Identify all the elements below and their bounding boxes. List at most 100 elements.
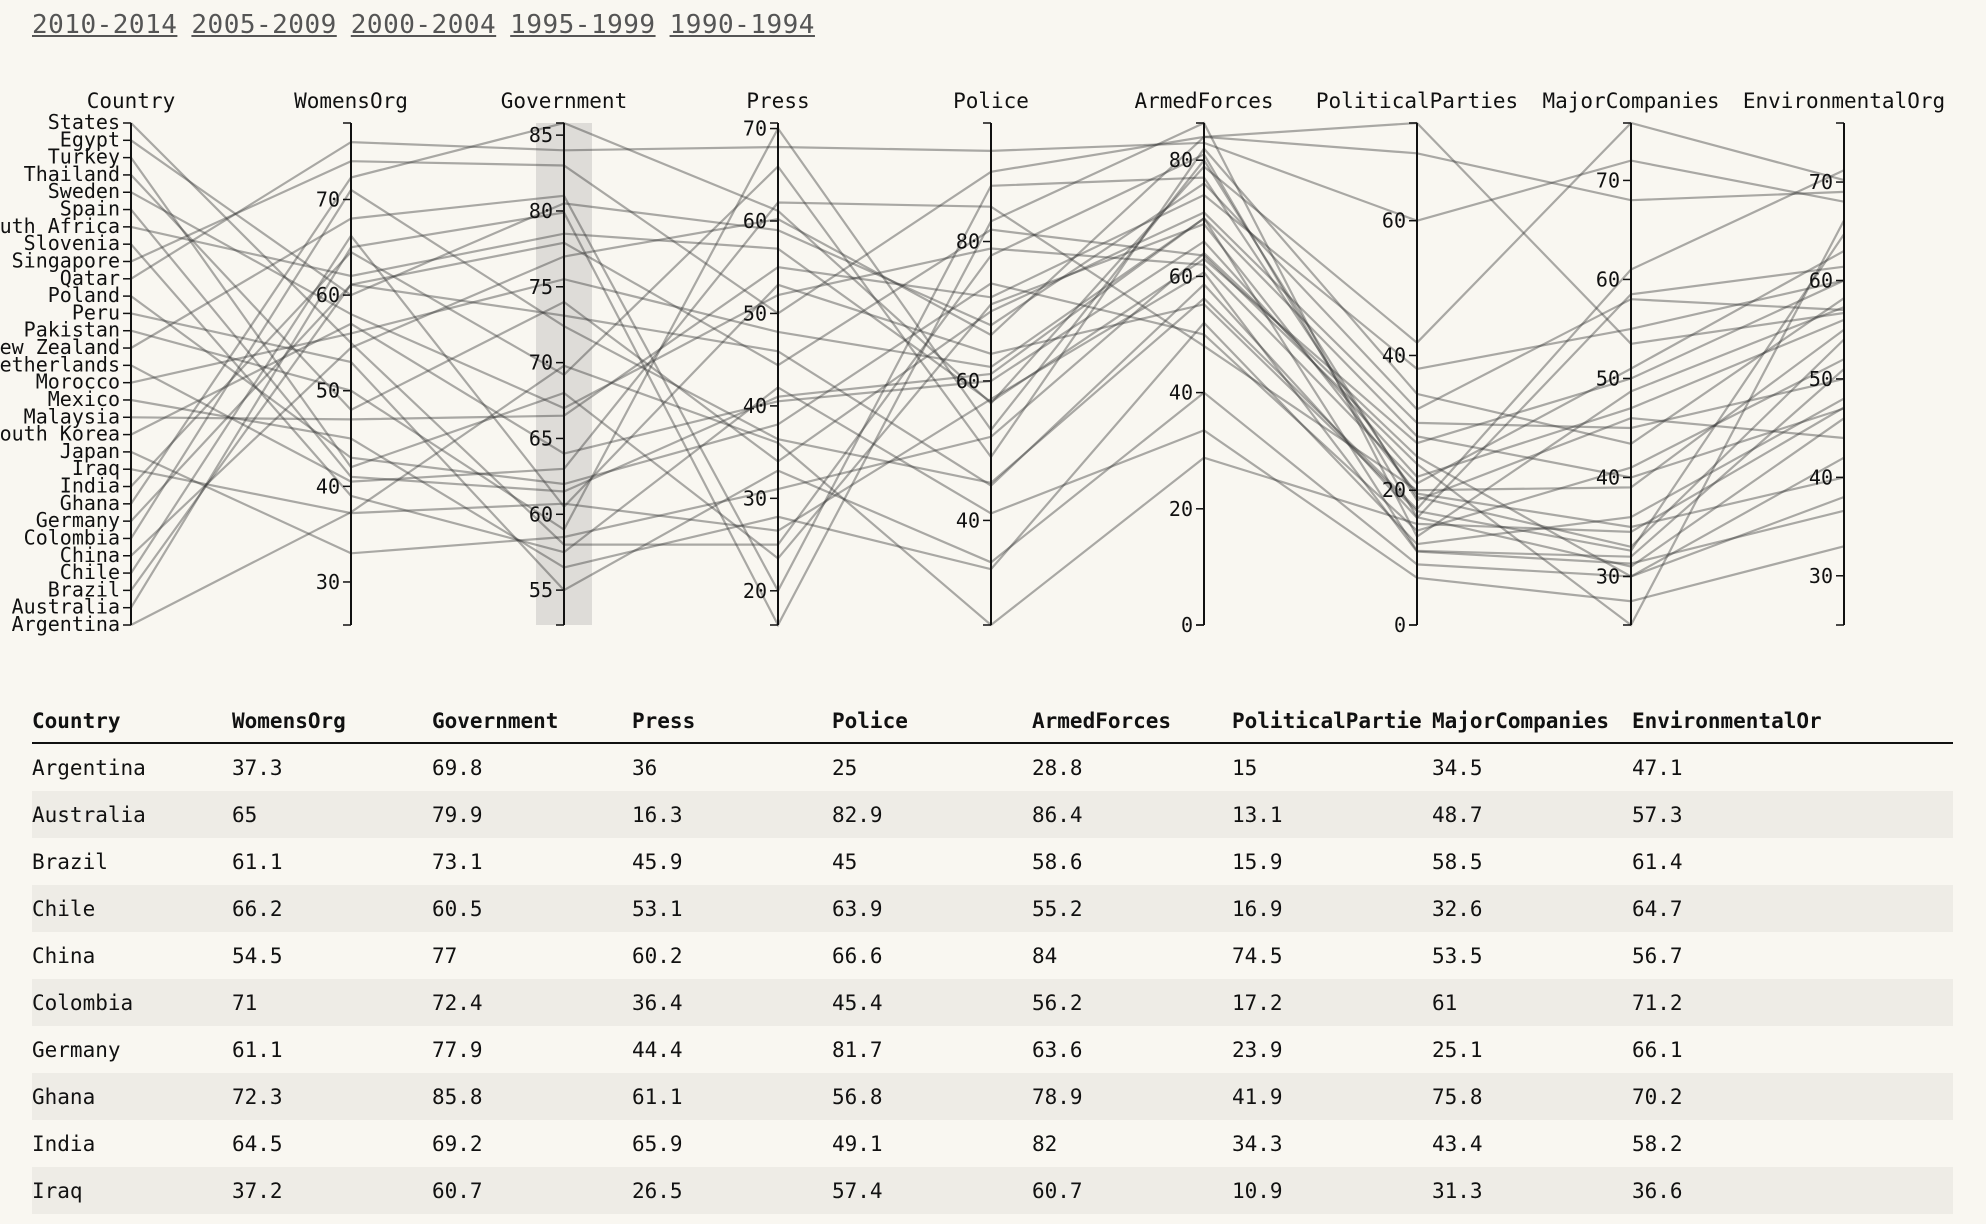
country-tick-label: India xyxy=(60,474,120,498)
table-cell: 16.3 xyxy=(632,791,832,838)
axis-government: Government 55 60 65 70 75 80 85 xyxy=(501,89,627,626)
column-header-police[interactable]: Police xyxy=(832,700,1032,744)
table-cell: 36.6 xyxy=(1632,1167,1953,1214)
tick-label: 50 xyxy=(743,301,767,325)
column-header-government[interactable]: Government xyxy=(432,700,632,744)
axis-title-majorcompanies[interactable]: MajorCompanies xyxy=(1542,89,1719,113)
axis-title-womensorg[interactable]: WomensOrg xyxy=(294,89,408,113)
table-row[interactable]: China 54.5 77 60.2 66.6 84 74.5 53.5 56.7 xyxy=(32,932,1953,979)
tick-label: 40 xyxy=(316,474,340,498)
table-cell: 74.5 xyxy=(1232,943,1283,968)
axis-title-police[interactable]: Police xyxy=(953,89,1029,113)
table-row[interactable]: Australia 65 79.9 16.3 82.9 86.4 13.1 48.7 57.3 xyxy=(32,791,1953,838)
axis-title-armedforces[interactable]: ArmedForces xyxy=(1134,89,1273,113)
tick-label: 50 xyxy=(1596,366,1620,390)
table-cell: 81.7 xyxy=(832,1037,883,1062)
country-line-argentina xyxy=(130,364,1845,627)
tick-label: 40 xyxy=(1382,343,1406,367)
tick-label: 80 xyxy=(1169,148,1193,172)
axis-title-country[interactable]: Country xyxy=(87,89,176,113)
table-cell: 82.9 xyxy=(832,791,1032,838)
column-header-country[interactable]: Country xyxy=(32,700,232,744)
country-tick-label: Ghana xyxy=(60,491,120,515)
period-link-2000-2004[interactable]: 2000-2004 xyxy=(350,10,497,40)
table-cell: 61.1 xyxy=(232,849,283,874)
tick-label: 30 xyxy=(316,570,340,594)
country-line-egypt xyxy=(130,139,1845,411)
tick-label: 70 xyxy=(1809,170,1833,194)
country-tick-label: Pakistan xyxy=(24,318,120,342)
table-row[interactable]: Ghana 72.3 85.8 61.1 56.8 78.9 41.9 75.8 70.2 xyxy=(32,1073,1953,1120)
axis-title-government[interactable]: Government xyxy=(501,89,627,113)
axis-country: CountryStatesEgyptTurkeyThailandSwedenSp… xyxy=(0,89,175,636)
country-tick-label: Turkey xyxy=(48,145,120,169)
table-cell: 41.9 xyxy=(1232,1073,1432,1120)
table-cell: 56.2 xyxy=(1032,979,1232,1026)
table-cell: Colombia xyxy=(32,979,232,1026)
table-cell: 66.2 xyxy=(232,885,432,932)
country-line-mexico xyxy=(130,321,1845,571)
country-tick-label: Iraq xyxy=(72,456,120,480)
table-cell: 66.1 xyxy=(1632,1037,1683,1062)
tick-label: 40 xyxy=(956,508,980,532)
tick-label: 65 xyxy=(529,426,553,450)
table-cell: 61 xyxy=(1432,979,1632,1026)
axis-title-environmentalorg[interactable]: EnvironmentalOrg xyxy=(1743,89,1945,113)
axis-politicalparties: PoliticalParties 0 20 40 60 xyxy=(1316,89,1518,637)
period-link-1995-1999[interactable]: 1995-1999 xyxy=(510,10,656,40)
table-cell: 69.2 xyxy=(432,1131,483,1156)
table-row[interactable]: Iraq 37.2 60.7 26.5 57.4 60.7 10.9 31.3 36.6 xyxy=(32,1167,1953,1214)
country-tick-label: Netherlands xyxy=(0,352,120,376)
table-cell: 73.1 xyxy=(432,849,483,874)
table-row[interactable]: Argentina 37.3 69.8 36 25 28.8 15 34.5 47.1 xyxy=(32,743,1953,791)
period-link-1990-1994[interactable]: 1990-1994 xyxy=(669,10,815,40)
table-cell: 53.1 xyxy=(632,885,832,932)
table-cell: 55.2 xyxy=(1032,885,1232,932)
tick-label: 40 xyxy=(743,394,767,418)
tick-label: 60 xyxy=(529,502,553,526)
country-tick-label: South Africa xyxy=(0,214,120,238)
tick-label: 85 xyxy=(529,123,553,147)
table-cell: 17.2 xyxy=(1232,979,1432,1026)
table-cell: 84 xyxy=(1032,943,1058,968)
table-cell: 25.1 xyxy=(1432,1037,1483,1062)
table-cell: China xyxy=(32,943,96,968)
table-cell: 75.8 xyxy=(1432,1073,1632,1120)
country-tick-label: South Korea xyxy=(0,422,120,446)
country-tick-label: Thailand xyxy=(24,162,120,186)
table-row[interactable]: Colombia 71 72.4 36.4 45.4 56.2 17.2 61 71.2 xyxy=(32,979,1953,1026)
table-cell: Ghana xyxy=(32,1073,232,1120)
table-cell: 36 xyxy=(632,755,658,780)
column-header-armedforces[interactable]: ArmedForces xyxy=(1032,700,1232,744)
country-tick-label: Chile xyxy=(60,560,120,584)
table-row[interactable]: Germany 61.1 77.9 44.4 81.7 63.6 23.9 25.1 66.1 xyxy=(32,1026,1953,1073)
table-cell: 32.6 xyxy=(1432,885,1632,932)
country-lines xyxy=(130,121,1845,628)
table-row[interactable]: India 64.5 69.2 65.9 49.1 82 34.3 43.4 58.2 xyxy=(32,1120,1953,1167)
country-tick-label: Singapore xyxy=(12,248,120,272)
table-cell: 58.2 xyxy=(1632,1131,1683,1156)
table-cell: 15 xyxy=(1232,755,1258,780)
period-links: 2010-2014 2005-2009 2000-2004 1995-1999 1990… xyxy=(32,10,829,40)
axis-title-politicalparties[interactable]: PoliticalParties xyxy=(1316,89,1518,113)
tick-label: 0 xyxy=(1394,613,1406,637)
axis-womensorg: WomensOrg 30 40 50 60 70 xyxy=(294,89,408,626)
axis-majorcompanies: MajorCompanies 30 40 50 60 70 xyxy=(1542,89,1720,626)
column-header-womensorg[interactable]: WomensOrg xyxy=(232,700,432,744)
table-row[interactable]: Brazil 61.1 73.1 45.9 45 58.6 15.9 58.5 61.4 xyxy=(32,838,1953,885)
period-link-2010-2014[interactable]: 2010-2014 xyxy=(32,10,178,40)
country-line-new-zealand xyxy=(130,176,1845,594)
table-cell: 16.9 xyxy=(1232,885,1432,932)
axis-title-press[interactable]: Press xyxy=(746,89,809,113)
column-header-environmentalor[interactable]: EnvironmentalOr xyxy=(1632,700,1953,744)
table-row[interactable]: Chile 66.2 60.5 53.1 63.9 55.2 16.9 32.6 64.7 xyxy=(32,885,1953,932)
table-cell: 71.2 xyxy=(1632,979,1953,1026)
parallel-coordinates-chart[interactable]: CountryStatesEgyptTurkeyThailandSwedenSp… xyxy=(0,80,1986,640)
tick-label: 75 xyxy=(529,275,553,299)
table-cell: 45 xyxy=(832,849,858,874)
column-header-press[interactable]: Press xyxy=(632,700,832,744)
column-header-majorcompanies[interactable]: MajorCompanies xyxy=(1432,700,1632,744)
column-header-politicalpartie[interactable]: PoliticalPartie xyxy=(1232,700,1432,744)
period-link-2005-2009[interactable]: 2005-2009 xyxy=(191,10,337,40)
table-cell: 37.3 xyxy=(232,755,283,780)
